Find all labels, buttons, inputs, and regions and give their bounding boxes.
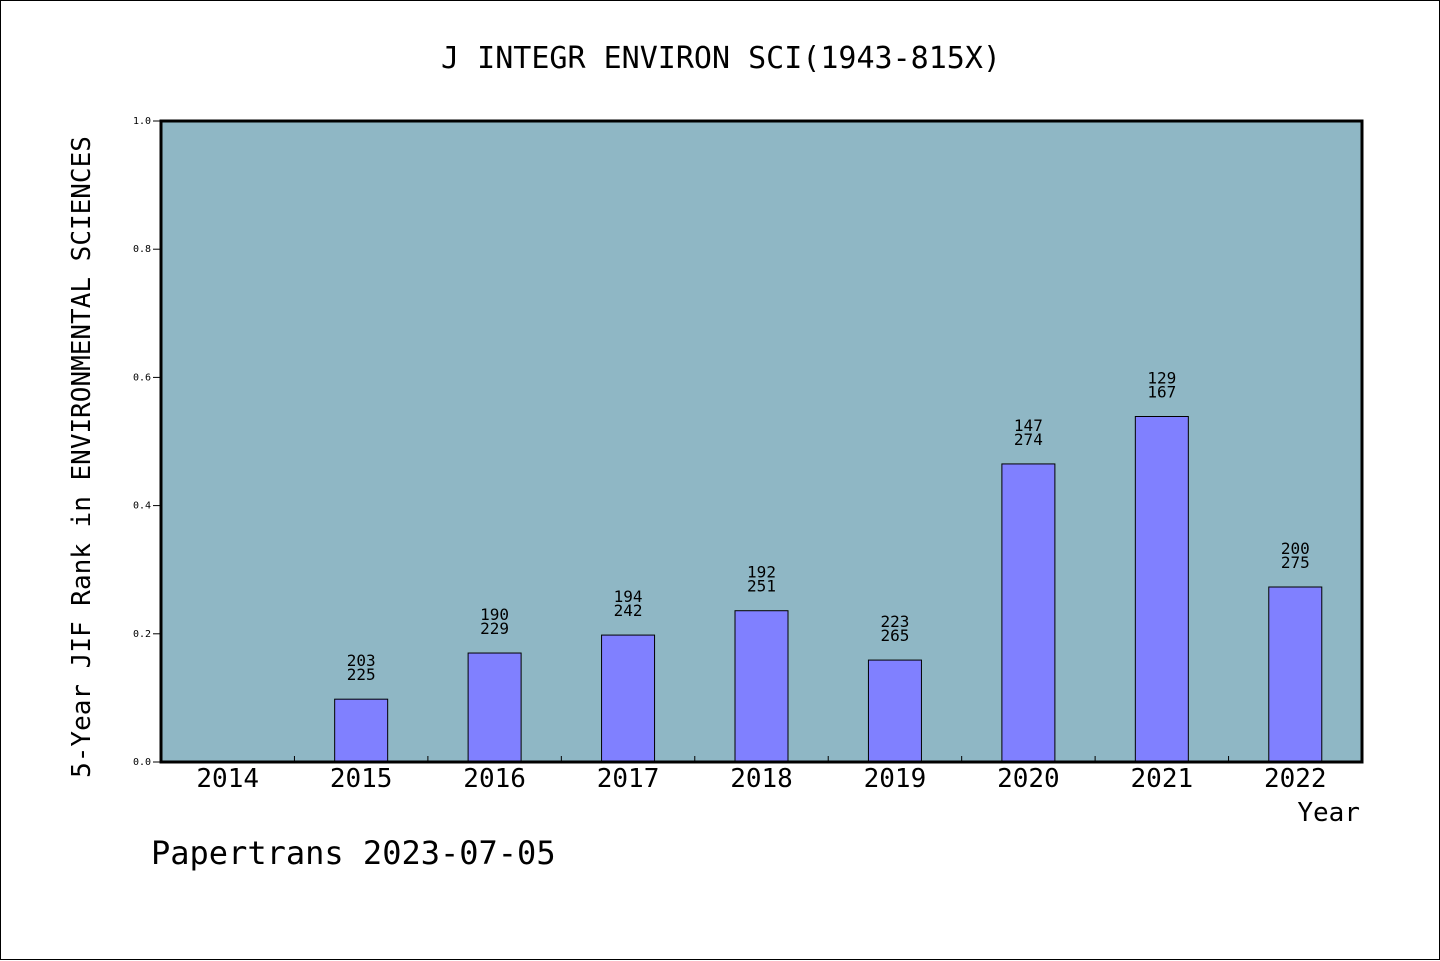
bar-2018 bbox=[734, 610, 789, 763]
bar-2021 bbox=[1134, 416, 1189, 763]
bar-2017 bbox=[601, 634, 656, 763]
bar-label-total-2018: 251 bbox=[747, 577, 776, 596]
bar-label-total-2020: 274 bbox=[1014, 430, 1043, 449]
y-tick-label-0.4: 0.4 bbox=[133, 501, 151, 512]
x-tick-label-2017: 2017 bbox=[597, 764, 660, 794]
y-tick-label-0.0: 0.0 bbox=[133, 757, 151, 768]
y-tick-label-0.6: 0.6 bbox=[133, 372, 151, 383]
x-tick-label-2016: 2016 bbox=[463, 764, 526, 794]
bar-label-rank-2015: 203 bbox=[347, 651, 376, 670]
bar-label-rank-2020: 147 bbox=[1014, 416, 1043, 435]
bar-label-rank-2019: 223 bbox=[880, 612, 909, 631]
x-tick-label-2022: 2022 bbox=[1264, 764, 1327, 794]
x-tick-label-2019: 2019 bbox=[864, 764, 927, 794]
bar-label-rank-2022: 200 bbox=[1281, 539, 1310, 558]
x-axis: 2014 2015 2016 2017 2018 2019 2020 2021 2022 bbox=[196, 756, 1327, 794]
bar-label-rank-2018: 192 bbox=[747, 563, 776, 582]
x-tick-label-2014: 2014 bbox=[196, 764, 259, 794]
footer-text: Papertrans 2023-07-05 bbox=[151, 834, 556, 872]
bar-label-total-2021: 167 bbox=[1147, 383, 1176, 402]
y-tick-label-0.8: 0.8 bbox=[133, 244, 151, 255]
bar-2015 bbox=[334, 698, 389, 763]
x-tick-label-2015: 2015 bbox=[330, 764, 393, 794]
bar-label-total-2019: 265 bbox=[880, 626, 909, 645]
bar-2019 bbox=[867, 659, 922, 763]
chart-title: J INTEGR ENVIRON SCI(1943-815X) bbox=[441, 41, 1001, 76]
x-tick-label-2018: 2018 bbox=[730, 764, 793, 794]
bar-label-total-2022: 275 bbox=[1281, 553, 1310, 572]
y-axis-label: 5-Year JIF Rank in ENVIRONMENTAL SCIENCE… bbox=[67, 136, 97, 778]
bars-group bbox=[334, 416, 1323, 763]
x-axis-label: Year bbox=[1297, 798, 1360, 828]
plot-border bbox=[159, 119, 1364, 764]
bar-label-rank-2016: 190 bbox=[480, 605, 509, 624]
x-tick-label-2021: 2021 bbox=[1131, 764, 1194, 794]
bar-label-rank-2017: 194 bbox=[614, 587, 643, 606]
y-tick-label-1.0: 1.0 bbox=[133, 116, 151, 127]
bar-label-total-2017: 242 bbox=[614, 601, 643, 620]
bar-label-rank-2021: 129 bbox=[1147, 369, 1176, 388]
bar-label-total-2015: 225 bbox=[347, 665, 376, 684]
bar-2020 bbox=[1001, 463, 1056, 763]
bar-label-total-2016: 229 bbox=[480, 619, 509, 638]
bar-2016 bbox=[467, 652, 522, 763]
y-axis: 0.0 0.2 0.4 0.6 0.8 1.0 bbox=[133, 116, 161, 768]
y-tick-label-0.2: 0.2 bbox=[133, 629, 151, 640]
x-tick-label-2020: 2020 bbox=[997, 764, 1060, 794]
bar-2022 bbox=[1268, 586, 1323, 763]
